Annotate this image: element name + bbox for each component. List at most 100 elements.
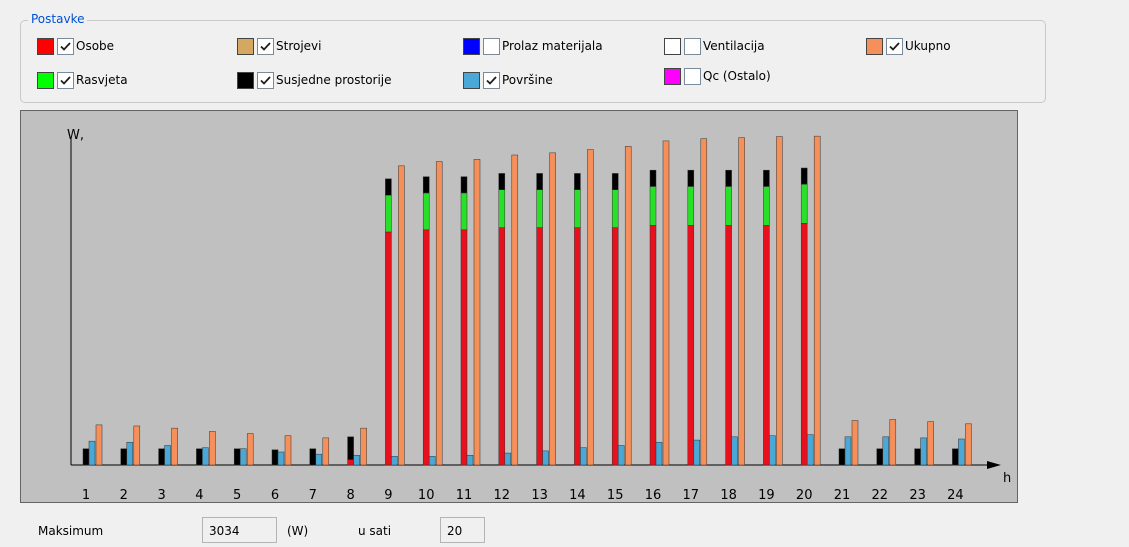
unit-label: (W) bbox=[287, 524, 309, 538]
checkbox-rasvjeta[interactable] bbox=[57, 71, 74, 89]
legend-label: Osobe bbox=[76, 39, 115, 53]
x-tick-label: 16 bbox=[645, 488, 662, 502]
x-tick-label: 19 bbox=[758, 488, 775, 502]
checkbox-ventilacija[interactable] bbox=[684, 37, 701, 55]
x-axis-arrow bbox=[987, 461, 1001, 469]
checkbox-ukupno[interactable] bbox=[886, 37, 903, 55]
x-tick-label: 23 bbox=[909, 488, 926, 502]
bar-osobe-12 bbox=[498, 227, 506, 466]
x-tick-label: 1 bbox=[82, 488, 90, 502]
color-swatch[interactable] bbox=[237, 71, 254, 89]
bar-susjedne-7 bbox=[309, 448, 317, 466]
legend-label: Ventilacija bbox=[703, 39, 765, 53]
legend-label: Qc (Ostalo) bbox=[703, 69, 771, 83]
legend-item-susjedne-prostorije[interactable]: Susjedne prostorije bbox=[237, 71, 392, 89]
bar-povrsine-13 bbox=[542, 450, 549, 466]
legend-label: Strojevi bbox=[276, 39, 322, 53]
bar-susjedne-11 bbox=[460, 176, 468, 194]
bar-ukupno-24 bbox=[965, 423, 972, 466]
bar-susjedne-16 bbox=[649, 169, 657, 187]
bar-rasvjeta-17 bbox=[687, 186, 695, 226]
bar-ukupno-15 bbox=[624, 146, 632, 466]
hour-value-field[interactable]: 20 bbox=[440, 517, 485, 543]
color-swatch[interactable] bbox=[866, 37, 883, 55]
legend-item-qc-ostalo[interactable]: Qc (Ostalo) bbox=[664, 67, 771, 85]
legend-item-rasvjeta[interactable]: Rasvjeta bbox=[37, 71, 128, 89]
bar-ukupno-23 bbox=[927, 421, 934, 466]
bar-povrsine-21 bbox=[844, 436, 852, 466]
chart-svg: W, h 1 2 3 4 5 6 7 8 9 10 11 12 13 14 15 16 17 18 19 20 21 22… bbox=[67, 128, 1011, 502]
bar-povrsine-22 bbox=[882, 436, 890, 466]
bar-ukupno-9 bbox=[398, 165, 405, 466]
x-tick-label: 12 bbox=[494, 488, 511, 502]
checkbox-prolaz-materijala[interactable] bbox=[483, 37, 500, 55]
bar-susjedne-6 bbox=[271, 449, 279, 466]
color-swatch[interactable] bbox=[237, 37, 254, 55]
bar-ukupno-22 bbox=[889, 419, 897, 466]
bar-ukupno-12 bbox=[511, 154, 519, 466]
checkbox-susjedne-prostorije[interactable] bbox=[257, 71, 274, 89]
bar-ukupno-1 bbox=[95, 424, 103, 466]
bar-susjedne-18 bbox=[725, 169, 732, 187]
legend-item-prolaz-materijala[interactable]: Prolaz materijala bbox=[463, 37, 603, 55]
x-ticks-group: 1 2 3 4 5 6 7 8 9 10 11 12 13 14 15 16 17 18 19 20 21 22 23 24 bbox=[82, 488, 964, 502]
x-tick-label: 20 bbox=[796, 488, 813, 502]
legend-item-povr-ine[interactable]: Površine bbox=[463, 71, 553, 89]
bar-povrsine-6 bbox=[277, 451, 285, 466]
bar-susjedne-3 bbox=[158, 448, 165, 466]
x-tick-label: 13 bbox=[531, 488, 548, 502]
color-swatch[interactable] bbox=[664, 67, 681, 85]
bar-ukupno-16 bbox=[662, 140, 670, 466]
bar-ukupno-2 bbox=[133, 425, 141, 466]
bar-susjedne-9 bbox=[385, 178, 392, 196]
bar-osobe-14 bbox=[574, 227, 581, 466]
bar-ukupno-4 bbox=[209, 431, 216, 466]
color-swatch[interactable] bbox=[664, 37, 681, 55]
bar-susjedne-1 bbox=[82, 448, 90, 466]
settings-groupbox bbox=[20, 20, 1046, 103]
color-swatch[interactable] bbox=[463, 37, 480, 55]
bar-povrsine-5 bbox=[239, 448, 247, 466]
bar-susjedne-13 bbox=[536, 173, 543, 190]
bars-group bbox=[82, 135, 972, 466]
bar-povrsine-4 bbox=[202, 447, 209, 466]
bar-susjedne-17 bbox=[687, 169, 695, 187]
legend-item-ukupno[interactable]: Ukupno bbox=[866, 37, 951, 55]
legend-item-strojevi[interactable]: Strojevi bbox=[237, 37, 322, 55]
bar-povrsine-15 bbox=[617, 445, 625, 466]
bar-povrsine-17 bbox=[693, 439, 701, 466]
checkmark-icon bbox=[486, 75, 497, 85]
bar-osobe-8 bbox=[347, 459, 354, 466]
bar-ukupno-20 bbox=[813, 135, 821, 466]
bar-rasvjeta-12 bbox=[498, 189, 506, 228]
x-tick-label: 11 bbox=[456, 488, 473, 502]
legend-label: Susjedne prostorije bbox=[276, 73, 392, 87]
bar-osobe-13 bbox=[536, 227, 543, 466]
bar-osobe-16 bbox=[649, 225, 657, 466]
bar-rasvjeta-19 bbox=[763, 186, 770, 226]
bar-susjedne-10 bbox=[422, 176, 430, 194]
checkbox-qc-ostalo[interactable] bbox=[684, 67, 701, 85]
checkbox-strojevi[interactable] bbox=[257, 37, 274, 55]
color-swatch[interactable] bbox=[463, 71, 480, 89]
color-swatch[interactable] bbox=[37, 71, 54, 89]
checkbox-povr-ine[interactable] bbox=[483, 71, 500, 89]
groupbox-title: Postavke bbox=[28, 12, 88, 26]
maximum-value-field[interactable]: 3034 bbox=[202, 517, 277, 543]
bar-ukupno-8 bbox=[360, 427, 367, 466]
x-tick-label: 7 bbox=[309, 488, 317, 502]
checkmark-icon bbox=[889, 41, 900, 51]
checkbox-osobe[interactable] bbox=[57, 37, 74, 55]
bar-susjedne-5 bbox=[233, 448, 241, 466]
bar-susjedne-24 bbox=[952, 448, 959, 466]
bar-osobe-20 bbox=[800, 223, 808, 466]
legend-item-ventilacija[interactable]: Ventilacija bbox=[664, 37, 765, 55]
color-swatch[interactable] bbox=[37, 37, 54, 55]
bar-ukupno-14 bbox=[587, 149, 594, 466]
bar-osobe-15 bbox=[611, 227, 619, 466]
legend-item-osobe[interactable]: Osobe bbox=[37, 37, 114, 55]
legend-label: Površine bbox=[502, 73, 553, 87]
hourly-load-chart: W, h 1 2 3 4 5 6 7 8 9 10 11 12 13 14 15 16 17 18 19 20 21 22… bbox=[20, 110, 1018, 503]
bar-susjedne-8 bbox=[347, 436, 354, 460]
x-axis-label: h bbox=[1003, 471, 1011, 486]
